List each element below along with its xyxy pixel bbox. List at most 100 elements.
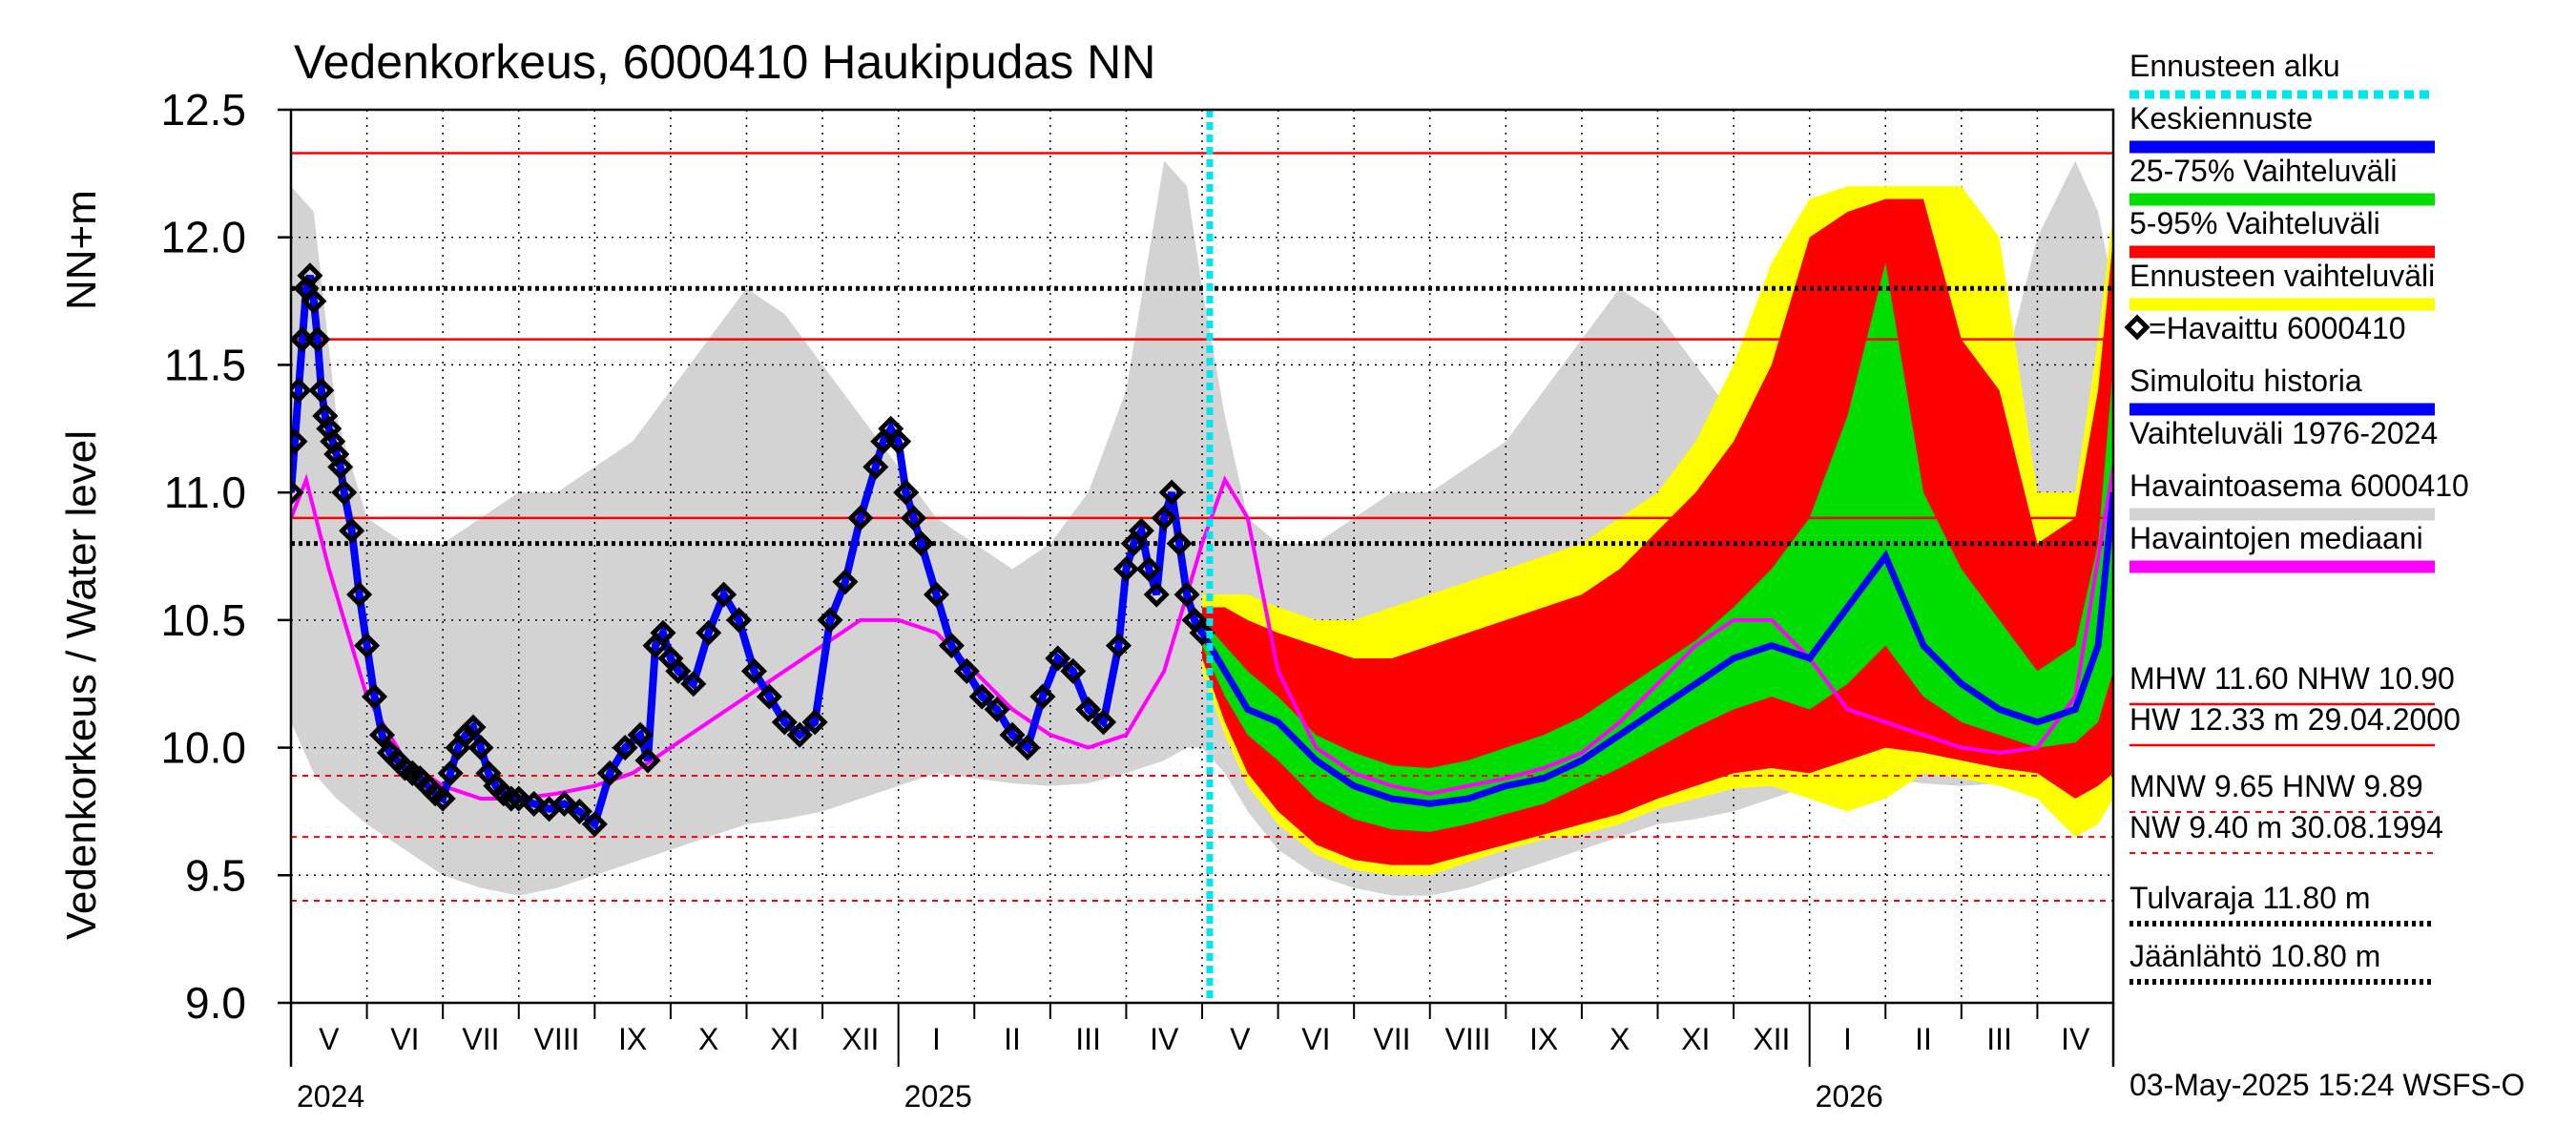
x-month-label: I bbox=[1843, 1022, 1852, 1056]
x-month-label: V bbox=[319, 1022, 340, 1056]
observed-point bbox=[893, 479, 920, 506]
x-month-label: XII bbox=[841, 1022, 879, 1056]
observed-point bbox=[551, 790, 578, 817]
stats-label: NW 9.40 m 30.08.1994 bbox=[2129, 810, 2443, 844]
x-year-label: 2026 bbox=[1816, 1079, 1883, 1114]
observed-point bbox=[984, 696, 1010, 722]
median-line bbox=[291, 467, 2113, 802]
observed-point bbox=[801, 709, 828, 736]
observed-point bbox=[506, 785, 532, 812]
x-month-label: V bbox=[1230, 1022, 1251, 1056]
observed-point bbox=[968, 683, 995, 710]
x-month-label: VIII bbox=[534, 1022, 580, 1056]
legend-label: Havaintoasema 6000410 bbox=[2129, 468, 2469, 503]
observed-point bbox=[498, 785, 525, 812]
observed-point bbox=[1166, 531, 1193, 557]
stats-label: MHW 11.60 NHW 10.90 bbox=[2129, 661, 2455, 696]
observed-point bbox=[1112, 555, 1139, 582]
y-tick-label: 9.0 bbox=[185, 978, 246, 1028]
y-tick-label: 12.5 bbox=[160, 85, 246, 135]
observed-point bbox=[908, 531, 935, 557]
y-tick-label: 11.5 bbox=[164, 340, 246, 389]
stats-label: Jäänlähtö 10.80 m bbox=[2129, 939, 2380, 973]
observed-point bbox=[817, 607, 843, 634]
observed-point bbox=[832, 569, 859, 595]
y-tick-label: 11.0 bbox=[164, 468, 246, 517]
observed-point bbox=[627, 721, 654, 748]
x-month-label: XI bbox=[770, 1022, 799, 1056]
observed-point bbox=[452, 721, 479, 748]
observed-point bbox=[581, 811, 608, 838]
observed-point bbox=[1105, 633, 1132, 659]
stats-label: HW 12.33 m 29.04.2000 bbox=[2129, 702, 2461, 737]
observed-point bbox=[368, 721, 396, 748]
observed-point bbox=[938, 633, 965, 659]
observed-point bbox=[999, 721, 1026, 748]
x-month-label: III bbox=[1075, 1022, 1101, 1056]
observed-point bbox=[1045, 645, 1071, 672]
observed-point bbox=[885, 428, 912, 455]
observed-point bbox=[1075, 696, 1102, 722]
x-year-label: 2025 bbox=[904, 1079, 972, 1114]
observed-point bbox=[291, 479, 304, 506]
observed-point bbox=[634, 747, 661, 774]
observed-point bbox=[297, 262, 323, 289]
observed-point bbox=[1029, 683, 1056, 710]
observed-point bbox=[566, 798, 592, 824]
observed-point bbox=[362, 683, 388, 710]
x-month-label: II bbox=[1004, 1022, 1021, 1056]
x-month-label: IX bbox=[618, 1022, 647, 1056]
x-year-label: 2024 bbox=[297, 1079, 364, 1114]
observed-point bbox=[1158, 479, 1185, 506]
observed-point bbox=[847, 505, 874, 531]
x-month-label: XII bbox=[1753, 1022, 1790, 1056]
observed-point bbox=[460, 714, 487, 740]
observed-point bbox=[429, 785, 456, 812]
x-month-label: XI bbox=[1681, 1022, 1710, 1056]
observed-point bbox=[1189, 619, 1215, 646]
legend-label: Ennusteen vaihteluväli bbox=[2129, 259, 2435, 293]
x-month-label: X bbox=[698, 1022, 718, 1056]
simulated-history-line bbox=[291, 274, 1206, 831]
observed-point bbox=[521, 790, 548, 817]
legend-label: Simuloitu historia bbox=[2129, 364, 2362, 398]
x-month-label: IX bbox=[1529, 1022, 1558, 1056]
observed-point bbox=[786, 721, 813, 748]
observed-point bbox=[437, 760, 464, 786]
x-month-label: VI bbox=[390, 1022, 419, 1056]
x-month-label: IV bbox=[1150, 1022, 1179, 1056]
legend-label: Ennusteen alku bbox=[2129, 49, 2340, 83]
observed-point bbox=[354, 633, 381, 659]
observed-point bbox=[346, 581, 373, 608]
x-month-label: VIII bbox=[1445, 1022, 1491, 1056]
x-month-label: VI bbox=[1301, 1022, 1330, 1056]
observed-point bbox=[1143, 581, 1170, 608]
x-month-label: VII bbox=[462, 1022, 499, 1056]
x-month-label: I bbox=[932, 1022, 941, 1056]
stats-label: Tulvaraja 11.80 m bbox=[2129, 881, 2371, 915]
observed-point bbox=[862, 453, 889, 480]
observed-point bbox=[304, 326, 331, 353]
observed-point bbox=[1060, 657, 1087, 684]
stats-label: MNW 9.65 HNW 9.89 bbox=[2129, 769, 2423, 803]
y-tick-label: 10.5 bbox=[160, 595, 246, 645]
observed-point bbox=[680, 671, 707, 697]
observed-point bbox=[953, 657, 980, 684]
y-tick-label: 10.0 bbox=[160, 723, 246, 773]
observed-point bbox=[740, 657, 767, 684]
y-axis-label: Vedenkorkeus / Water level bbox=[58, 430, 105, 940]
observed-point bbox=[665, 657, 692, 684]
observed-point bbox=[327, 453, 354, 480]
observed-point bbox=[923, 581, 949, 608]
observed-point bbox=[1091, 709, 1117, 736]
y-tick-label: 12.0 bbox=[160, 213, 246, 262]
observed-point bbox=[696, 619, 722, 646]
observed-point bbox=[1128, 517, 1154, 544]
observed-point bbox=[596, 760, 623, 786]
legend-label: Havaintojen mediaani bbox=[2129, 521, 2423, 555]
legend-label: 5-95% Vaihteluväli bbox=[2129, 206, 2380, 240]
legend-label: 25-75% Vaihteluväli bbox=[2129, 154, 2397, 188]
observed-point bbox=[1174, 581, 1200, 608]
legend-marker-observed bbox=[2124, 314, 2150, 341]
